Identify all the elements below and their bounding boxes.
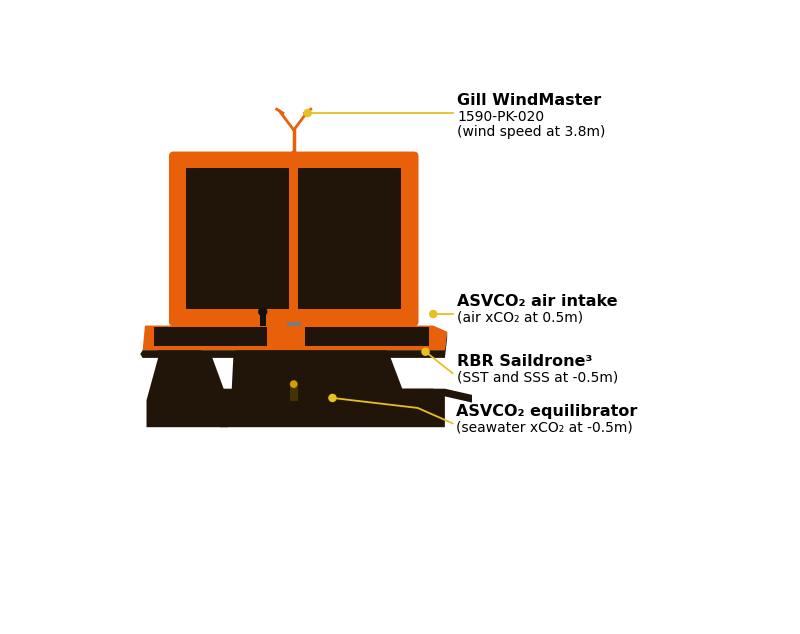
Bar bbox=[306, 327, 430, 346]
Polygon shape bbox=[394, 389, 472, 403]
Circle shape bbox=[258, 307, 267, 316]
FancyBboxPatch shape bbox=[169, 152, 418, 327]
Bar bbox=[186, 169, 289, 309]
Text: Gill WindMaster: Gill WindMaster bbox=[458, 93, 602, 108]
Circle shape bbox=[429, 310, 438, 318]
Circle shape bbox=[328, 394, 337, 402]
Bar bbox=[260, 312, 266, 326]
Text: (wind speed at 3.8m): (wind speed at 3.8m) bbox=[458, 126, 606, 139]
Polygon shape bbox=[220, 350, 445, 427]
Text: 1590-PK-020: 1590-PK-020 bbox=[458, 110, 545, 124]
Text: ASVCO₂ equilibrator: ASVCO₂ equilibrator bbox=[456, 404, 637, 418]
Bar bbox=[154, 327, 266, 346]
Bar bbox=[286, 321, 301, 326]
Circle shape bbox=[290, 380, 298, 388]
Text: (air xCO₂ at 0.5m): (air xCO₂ at 0.5m) bbox=[458, 311, 583, 325]
Circle shape bbox=[422, 347, 430, 356]
Polygon shape bbox=[142, 326, 447, 350]
Text: (SST and SSS at -0.5m): (SST and SSS at -0.5m) bbox=[458, 370, 618, 384]
Bar bbox=[290, 385, 298, 401]
Bar bbox=[298, 169, 402, 309]
Circle shape bbox=[303, 109, 312, 117]
Polygon shape bbox=[140, 332, 447, 358]
Polygon shape bbox=[146, 350, 228, 427]
Text: (seawater xCO₂ at -0.5m): (seawater xCO₂ at -0.5m) bbox=[456, 420, 633, 434]
Text: ASVCO₂ air intake: ASVCO₂ air intake bbox=[458, 294, 618, 309]
Text: RBR Saildrone³: RBR Saildrone³ bbox=[458, 354, 593, 369]
